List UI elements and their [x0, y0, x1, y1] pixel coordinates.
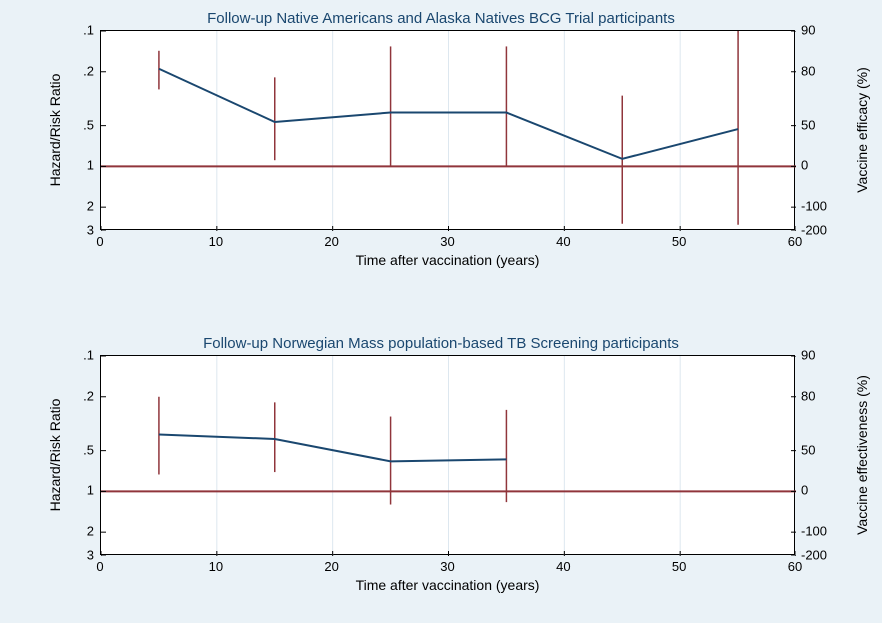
x-tick-label: 10	[209, 559, 223, 574]
y-right-label-bottom: Vaccine effectiveness (%)	[854, 355, 870, 555]
x-tick-label: 30	[440, 234, 454, 249]
x-tick-label: 0	[96, 234, 103, 249]
y-right-tick-label: -100	[801, 524, 827, 539]
x-tick-label: 20	[324, 234, 338, 249]
y-right-tick-label: 0	[801, 158, 808, 173]
y-left-tick-label: 1	[70, 158, 94, 173]
chart-title-bottom: Follow-up Norwegian Mass population-base…	[0, 335, 882, 352]
y-left-tick-label: .5	[70, 117, 94, 132]
y-right-tick-label: 50	[801, 117, 815, 132]
y-right-label-top: Vaccine efficacy (%)	[854, 30, 870, 230]
y-right-tick-label: -200	[801, 223, 827, 238]
y-right-tick-label: 0	[801, 483, 808, 498]
y-left-tick-label: 2	[70, 199, 94, 214]
y-right-tick-label: 90	[801, 348, 815, 363]
y-left-tick-label: 3	[70, 548, 94, 563]
chart-svg-bottom	[101, 356, 796, 556]
x-tick-label: 40	[556, 234, 570, 249]
x-tick-label: 50	[672, 559, 686, 574]
chart-svg-top	[101, 31, 796, 231]
y-left-tick-label: 2	[70, 524, 94, 539]
y-right-tick-label: 90	[801, 23, 815, 38]
figure: Follow-up Native Americans and Alaska Na…	[0, 0, 882, 623]
x-tick-label: 40	[556, 559, 570, 574]
y-right-tick-label: -100	[801, 199, 827, 214]
x-tick-label: 10	[209, 234, 223, 249]
y-left-tick-label: .5	[70, 442, 94, 457]
x-tick-label: 0	[96, 559, 103, 574]
y-left-label-bottom: Hazard/Risk Ratio	[47, 355, 63, 555]
y-right-tick-label: 50	[801, 442, 815, 457]
y-right-tick-label: -200	[801, 548, 827, 563]
x-label-bottom: Time after vaccination (years)	[100, 577, 795, 593]
plot-area-bottom	[100, 355, 795, 555]
y-left-tick-label: .1	[70, 23, 94, 38]
plot-area-top	[100, 30, 795, 230]
x-tick-label: 50	[672, 234, 686, 249]
chart-title-top: Follow-up Native Americans and Alaska Na…	[0, 10, 882, 27]
y-left-tick-label: .1	[70, 348, 94, 363]
x-label-top: Time after vaccination (years)	[100, 252, 795, 268]
y-left-tick-label: .2	[70, 63, 94, 78]
x-tick-label: 20	[324, 559, 338, 574]
x-tick-label: 30	[440, 559, 454, 574]
y-left-label-top: Hazard/Risk Ratio	[47, 30, 63, 230]
y-left-tick-label: 1	[70, 483, 94, 498]
y-left-tick-label: .2	[70, 388, 94, 403]
y-left-tick-label: 3	[70, 223, 94, 238]
y-right-tick-label: 80	[801, 63, 815, 78]
y-right-tick-label: 80	[801, 388, 815, 403]
